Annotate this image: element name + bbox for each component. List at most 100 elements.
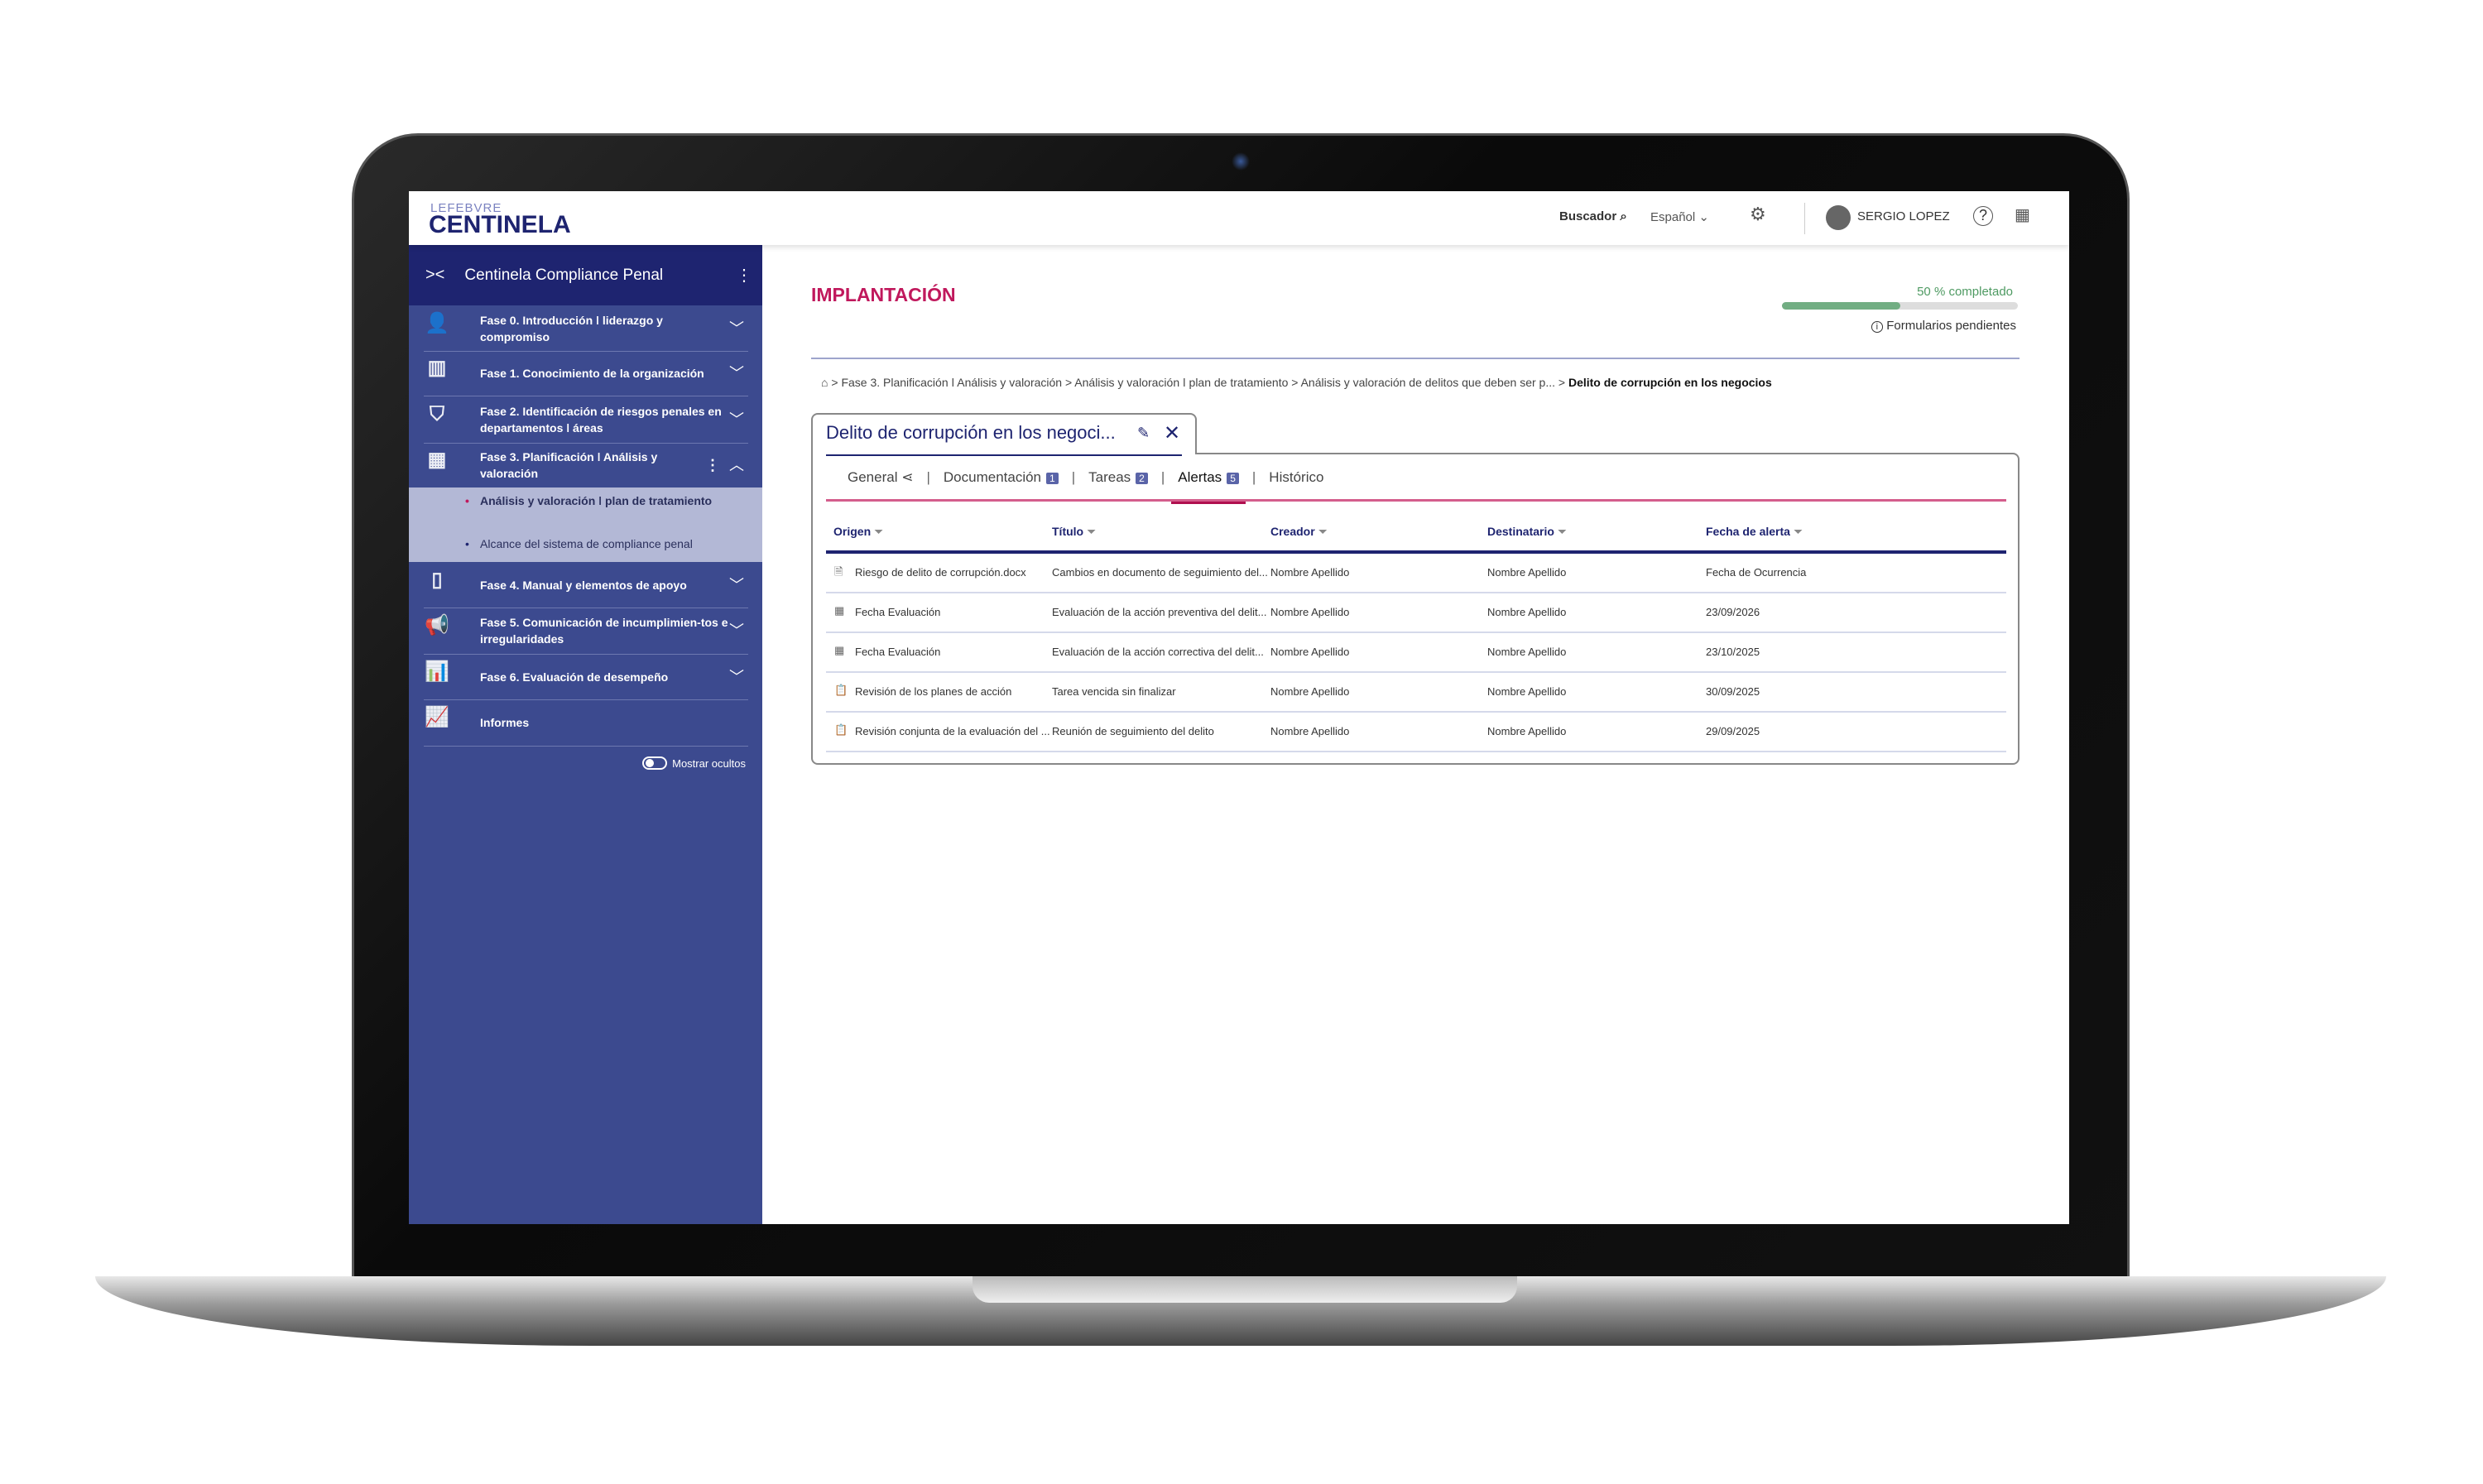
table-cell: 23/09/2026 <box>1706 606 1760 618</box>
chevron-down-icon: ⌄ <box>1698 210 1709 224</box>
logo-brand: LEFEBVRE <box>430 201 502 215</box>
chevron-down-icon[interactable]: ﹀ <box>729 622 744 639</box>
tab-label: General <box>848 469 898 485</box>
chevron-up-icon[interactable]: ︿ <box>729 457 744 473</box>
webcam <box>1232 152 1250 170</box>
filter-icon[interactable]: ⏷ <box>1318 525 1328 538</box>
column-header[interactable]: Creador ⏷ <box>1270 525 1328 539</box>
tab-tareas[interactable]: Tareas 2 <box>1082 469 1155 486</box>
record-card: General ⋖ | Documentación 1 | Tareas 2 | Aler… <box>811 453 2020 765</box>
chevron-down-icon[interactable]: ﹀ <box>729 319 744 337</box>
table-cell: Nombre Apellido <box>1270 725 1350 737</box>
table-row[interactable]: Fecha Evaluación Evaluación de la acción … <box>826 593 2006 633</box>
table-row[interactable]: Fecha Evaluación Evaluación de la acción … <box>826 633 2006 673</box>
table-cell: Revisión de los planes de acción <box>855 685 1012 698</box>
calendar-icon: ▦ <box>834 644 845 656</box>
home-icon[interactable]: ⌂ <box>821 376 828 389</box>
sidebar-header: >< Centinela Compliance Penal ⋮ <box>409 245 762 305</box>
table-row[interactable]: Revisión conjunta de la evaluación del .… <box>826 713 2006 752</box>
table-cell: 30/09/2025 <box>1706 685 1760 698</box>
column-header[interactable]: Origen ⏷ <box>833 525 883 539</box>
search-button[interactable]: Buscador ⌕ <box>1559 209 1627 223</box>
breadcrumb-item[interactable]: Análisis y valoración de delitos que deb… <box>1300 376 1555 389</box>
clipboard-icon: 📋 <box>834 723 848 736</box>
table-cell: Nombre Apellido <box>1270 646 1350 658</box>
filter-icon[interactable]: ⏷ <box>874 525 884 538</box>
search-icon: ⌕ <box>1620 209 1627 223</box>
tab-label: Tareas <box>1088 469 1131 485</box>
tab-historico[interactable]: Histórico <box>1262 469 1330 486</box>
shield-icon: ⛉ <box>430 402 444 425</box>
column-header[interactable]: Fecha de alerta ⏷ <box>1706 525 1803 539</box>
sidebar-item-fase-2[interactable]: ⛉ Fase 2. Identificación de riesgos penal… <box>409 396 762 443</box>
filter-icon[interactable]: ⏷ <box>1557 525 1568 538</box>
logo[interactable]: CENTINELA <box>429 211 571 238</box>
filter-icon[interactable]: ⏷ <box>1087 525 1097 538</box>
collapse-icon[interactable]: >< <box>425 266 445 284</box>
chevron-down-icon[interactable]: ﹀ <box>729 365 744 382</box>
breadcrumb: ⌂ > Fase 3. Planificación ǀ Análisis y v… <box>821 376 1772 389</box>
tab-underline <box>826 499 2006 502</box>
more-vertical-icon[interactable]: ⋮ <box>736 267 752 285</box>
toggle-switch[interactable] <box>642 756 668 770</box>
gear-icon[interactable]: ⚙ <box>1750 204 1766 224</box>
header-underline <box>826 550 2006 554</box>
sidebar-item-fase-0[interactable]: 👤 Fase 0. Introducción ǀ liderazgo y comp… <box>409 305 762 351</box>
more-vertical-icon[interactable]: ⋮ <box>705 457 720 473</box>
breadcrumb-item[interactable]: Análisis y valoración ǀ plan de tratamie… <box>1074 376 1289 389</box>
chevron-down-icon[interactable]: ﹀ <box>729 668 744 685</box>
tab-documentacion[interactable]: Documentación 1 <box>937 469 1065 486</box>
help-icon[interactable]: ? <box>1973 206 1993 226</box>
table-row[interactable]: Revisión de los planes de acción Tarea ve… <box>826 673 2006 713</box>
show-hidden-toggle[interactable]: Mostrar ocultos <box>642 756 746 770</box>
column-header[interactable]: Título ⏷ <box>1052 525 1096 539</box>
close-icon[interactable]: ✕ <box>1164 422 1181 444</box>
table-cell: Nombre Apellido <box>1270 685 1350 698</box>
edit-icon[interactable]: ✎ <box>1137 425 1150 441</box>
user-name[interactable]: SERGIO LOPEZ <box>1857 209 1950 223</box>
column-label: Destinatario <box>1487 525 1554 538</box>
filter-icon[interactable]: ⏷ <box>1793 525 1803 538</box>
column-header[interactable]: Destinatario ⏷ <box>1487 525 1567 539</box>
sidebar-item-fase-1[interactable]: ▥ Fase 1. Conocimiento de la organización… <box>409 351 762 396</box>
laptop-notch <box>973 1276 1517 1303</box>
avatar[interactable] <box>1826 205 1851 230</box>
top-header: LEFEBVRE CENTINELA Buscador ⌕ Español ⌄ … <box>409 191 2069 245</box>
item-label: Fase 2. Identificación de riesgos penale… <box>480 404 722 435</box>
pending-forms-link[interactable]: i Formularios pendientes <box>1871 319 2016 333</box>
column-label: Fecha de alerta <box>1706 525 1790 538</box>
subitem-alcance[interactable]: Alcance del sistema de compliance penal <box>465 535 745 552</box>
progress-bar <box>1782 302 2018 310</box>
title-underline <box>826 454 1182 456</box>
table-cell: Riesgo de delito de corrupción.docx <box>855 566 1026 579</box>
table-row[interactable]: Riesgo de delito de corrupción.docx Cambi… <box>826 554 2006 593</box>
sidebar-subitems: Análisis y valoración ǀ plan de tratamie… <box>409 487 762 562</box>
chevron-down-icon[interactable]: ﹀ <box>729 411 744 428</box>
sidebar-item-fase-4[interactable]: ▯ Fase 4. Manual y elementos de apoyo ﹀ <box>409 562 762 608</box>
language-select[interactable]: Español ⌄ <box>1650 209 1709 224</box>
tab-alertas[interactable]: Alertas 5 <box>1171 469 1246 504</box>
calendar-icon: ▦ <box>834 604 845 617</box>
sidebar-item-fase-6[interactable]: 📊 Fase 6. Evaluación de desempeño ﹀ <box>409 654 762 699</box>
bar-chart-icon: 📊 <box>425 660 449 683</box>
table-cell: Nombre Apellido <box>1487 646 1567 658</box>
sidebar-item-fase-5[interactable]: 📢 Fase 5. Comunicación de incumplimien-to… <box>409 608 762 654</box>
sidebar-item-fase-3[interactable]: ▦ Fase 3. Planificación ǀ Análisis y valo… <box>409 443 762 487</box>
sidebar-item-informes[interactable]: 📈 Informes <box>409 699 762 746</box>
divider <box>424 746 748 747</box>
app-screen: LEFEBVRE CENTINELA Buscador ⌕ Español ⌄ … <box>409 191 2069 1224</box>
count-badge: 5 <box>1227 473 1239 484</box>
tab-general[interactable]: General ⋖ <box>841 469 920 486</box>
sidebar: >< Centinela Compliance Penal ⋮ 👤 Fase 0.… <box>409 245 762 1224</box>
chevron-down-icon[interactable]: ﹀ <box>729 576 744 593</box>
breadcrumb-item[interactable]: Fase 3. Planificación ǀ Análisis y valor… <box>841 376 1063 389</box>
table-cell: Tarea vencida sin finalizar <box>1052 685 1176 698</box>
column-label: Creador <box>1270 525 1315 538</box>
tab-label: Histórico <box>1269 469 1324 485</box>
item-label: Fase 3. Planificación ǀ Análisis y valor… <box>480 450 658 480</box>
table-cell: Nombre Apellido <box>1487 725 1567 737</box>
subitem-analisis[interactable]: Análisis y valoración ǀ plan de tratamie… <box>465 492 745 509</box>
divider <box>424 351 748 352</box>
apps-grid-icon[interactable]: ▦ <box>2015 206 2030 224</box>
divider <box>424 699 748 700</box>
